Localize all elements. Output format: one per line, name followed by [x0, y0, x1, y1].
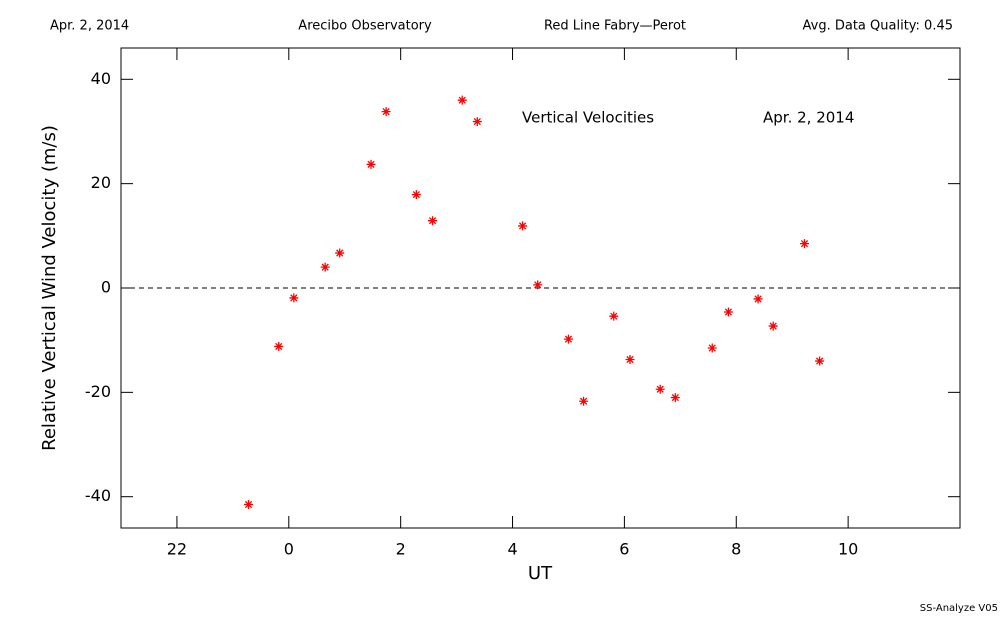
data-point	[670, 393, 680, 403]
y-tick-label: 40	[91, 69, 111, 88]
data-point	[335, 248, 345, 258]
header-instrument: Red Line Fabry—Perot	[544, 19, 686, 34]
data-point	[366, 159, 376, 169]
data-point	[381, 107, 391, 117]
data-point	[655, 384, 665, 394]
data-point	[609, 311, 619, 321]
data-point	[411, 190, 421, 200]
header-date: Apr. 2, 2014	[50, 19, 129, 34]
y-tick-label: -20	[85, 382, 111, 401]
data-point	[563, 334, 573, 344]
data-point	[625, 354, 635, 364]
data-point	[579, 396, 589, 406]
x-tick-label: 2	[396, 540, 406, 559]
data-point	[428, 216, 438, 226]
header-quality: Avg. Data Quality: 0.45	[803, 19, 953, 34]
data-point	[533, 280, 543, 290]
data-point	[320, 262, 330, 272]
y-tick-label: 0	[101, 278, 111, 297]
data-point	[289, 293, 299, 303]
data-point	[768, 321, 778, 331]
data-point	[457, 95, 467, 105]
x-tick-label: 4	[507, 540, 517, 559]
y-axis-label: Relative Vertical Wind Velocity (m/s)	[39, 125, 60, 451]
x-tick-label: 10	[838, 540, 858, 559]
header-site: Arecibo Observatory	[298, 19, 432, 34]
annotation: Apr. 2, 2014	[763, 109, 854, 127]
x-axis-label: UT	[528, 563, 553, 584]
data-point	[244, 500, 254, 510]
y-tick-label: 20	[91, 173, 111, 192]
annotation: Vertical Velocities	[522, 109, 654, 127]
x-tick-label: 8	[731, 540, 741, 559]
data-point	[723, 307, 733, 317]
x-tick-label: 22	[167, 540, 187, 559]
data-point	[707, 343, 717, 353]
x-tick-label: 6	[619, 540, 629, 559]
data-point	[274, 341, 284, 351]
data-point	[815, 356, 825, 366]
y-tick-label: -40	[85, 486, 111, 505]
data-point	[518, 221, 528, 231]
data-point	[472, 117, 482, 127]
x-tick-label: 0	[284, 540, 294, 559]
footer: SS-Analyze V05	[920, 603, 998, 614]
data-point	[800, 239, 810, 249]
data-point	[753, 294, 763, 304]
